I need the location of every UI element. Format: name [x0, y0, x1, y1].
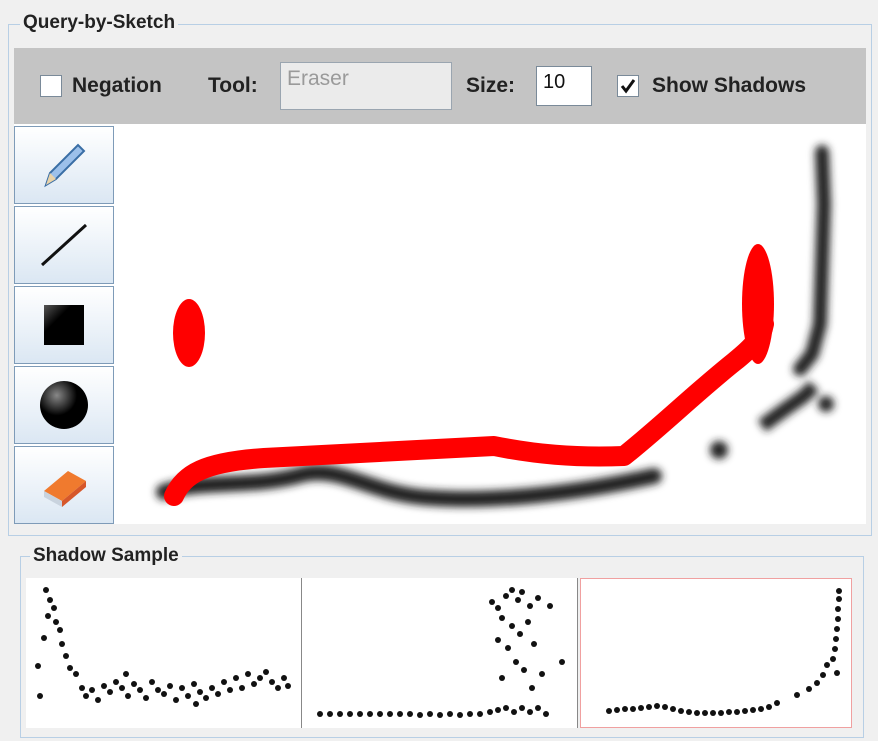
- show-shadows-checkbox[interactable]: [617, 75, 639, 97]
- tool-field: Eraser: [280, 62, 452, 110]
- tool-label: Tool:: [208, 74, 258, 97]
- circle-tool-button[interactable]: [14, 366, 114, 444]
- panel-title: Query-by-Sketch: [20, 12, 179, 34]
- line-icon: [40, 223, 88, 267]
- negation-label[interactable]: Negation: [72, 74, 162, 97]
- pencil-icon: [44, 143, 86, 188]
- shadow-thumbnail-2[interactable]: [302, 578, 578, 728]
- shadow-stroke: [156, 145, 834, 507]
- negation-checkbox[interactable]: [40, 75, 62, 97]
- circle-icon: [40, 381, 88, 429]
- thumbnail-plot-2: [317, 587, 565, 718]
- checkmark-icon: [620, 79, 636, 94]
- size-input[interactable]: 10: [536, 66, 592, 106]
- eraser-tool-button[interactable]: [14, 446, 114, 524]
- shadow-sample-title: Shadow Sample: [30, 545, 182, 567]
- line-tool-button[interactable]: [14, 206, 114, 284]
- shadow-thumbnail-1[interactable]: [26, 578, 302, 728]
- red-sketch: [164, 244, 774, 506]
- rectangle-icon: [44, 305, 84, 345]
- show-shadows-label[interactable]: Show Shadows: [652, 74, 807, 97]
- eraser-icon: [44, 471, 86, 507]
- sketch-toolbar: Negation Tool: Eraser Size: 10 Show Shad…: [14, 48, 866, 124]
- size-label: Size:: [466, 74, 516, 97]
- thumbnail-plot-3: [606, 588, 842, 716]
- query-by-sketch-panel: [8, 24, 872, 536]
- shadow-thumbnail-3[interactable]: [580, 578, 852, 728]
- sketch-drawing: [156, 145, 834, 507]
- shadow-sample-panel: [20, 556, 864, 738]
- pencil-tool-button[interactable]: [14, 126, 114, 204]
- rectangle-tool-button[interactable]: [14, 286, 114, 364]
- thumbnail-plot-1: [35, 587, 291, 707]
- sketch-canvas[interactable]: [14, 124, 866, 524]
